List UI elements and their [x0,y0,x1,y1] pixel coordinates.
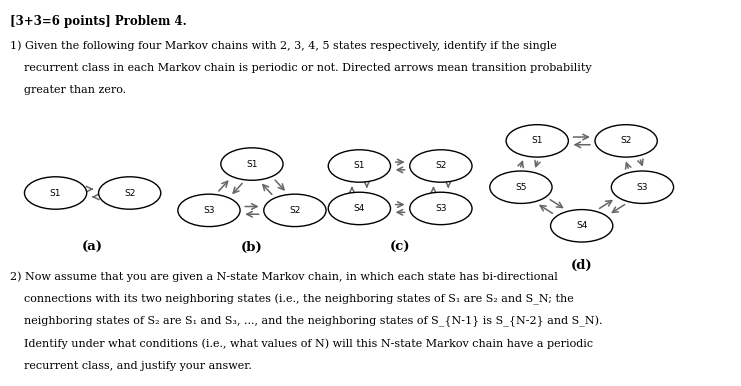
Text: S2: S2 [620,136,632,146]
Text: 1) Given the following four Markov chains with 2, 3, 4, 5 states respectively, i: 1) Given the following four Markov chain… [10,41,556,51]
Text: (b): (b) [241,241,263,254]
Text: recurrent class, and justify your answer.: recurrent class, and justify your answer… [10,361,251,371]
Circle shape [410,150,472,182]
Circle shape [551,210,613,242]
Text: Identify under what conditions (i.e., what values of N) will this N-state Markov: Identify under what conditions (i.e., wh… [10,338,593,349]
Text: S1: S1 [531,136,543,146]
Text: S5: S5 [515,183,527,192]
Text: S4: S4 [353,204,365,213]
Text: neighboring states of S₂ are S₁ and S₃, ..., and the neighboring states of S_{N-: neighboring states of S₂ are S₁ and S₃, … [10,316,602,327]
Circle shape [595,125,657,157]
Circle shape [328,192,391,225]
Circle shape [506,125,568,157]
Circle shape [611,171,674,203]
Text: (a): (a) [82,241,103,254]
Circle shape [24,177,87,209]
Text: S2: S2 [289,206,301,215]
Circle shape [264,194,326,227]
Text: S2: S2 [124,188,136,198]
Text: S1: S1 [246,159,258,169]
Text: greater than zero.: greater than zero. [10,85,126,95]
Text: S2: S2 [435,161,447,171]
Text: S4: S4 [576,221,588,230]
Text: S1: S1 [50,188,62,198]
Circle shape [99,177,161,209]
Text: S3: S3 [637,183,648,192]
Circle shape [221,148,283,180]
Circle shape [328,150,391,182]
Text: (d): (d) [571,259,593,272]
Circle shape [178,194,240,227]
Circle shape [490,171,552,203]
Text: connections with its two neighboring states (i.e., the neighboring states of S₁ : connections with its two neighboring sta… [10,293,574,305]
Text: S3: S3 [203,206,215,215]
Text: S1: S1 [353,161,365,171]
Text: (c): (c) [390,241,411,254]
Text: 2) Now assume that you are given a N-state Markov chain, in which each state has: 2) Now assume that you are given a N-sta… [10,271,557,281]
Text: [3+3=6 points] Problem 4.: [3+3=6 points] Problem 4. [10,15,187,29]
Text: S3: S3 [435,204,447,213]
Text: recurrent class in each Markov chain is periodic or not. Directed arrows mean tr: recurrent class in each Markov chain is … [10,63,591,73]
Circle shape [410,192,472,225]
